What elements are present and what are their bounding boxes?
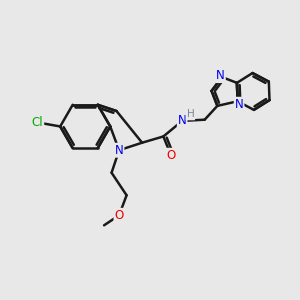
Text: Cl: Cl — [32, 116, 43, 129]
Text: N: N — [115, 144, 124, 157]
Text: O: O — [115, 209, 124, 222]
Text: N: N — [216, 69, 225, 82]
Text: H: H — [187, 110, 194, 119]
Text: N: N — [235, 98, 244, 111]
Text: N: N — [178, 114, 187, 128]
Text: O: O — [166, 149, 176, 162]
